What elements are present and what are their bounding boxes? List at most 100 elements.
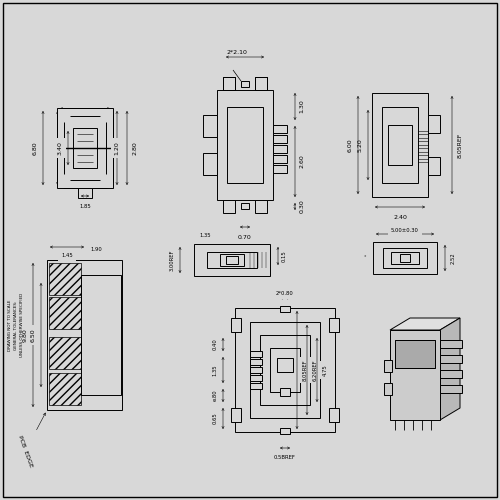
Bar: [203, 153, 217, 175]
Bar: [87, 287, 105, 299]
Bar: [273, 165, 287, 173]
Bar: [277, 358, 293, 372]
Bar: [270, 348, 300, 392]
Bar: [428, 115, 440, 133]
Bar: [241, 203, 249, 209]
Text: DRAWING NOT TO SCALE: DRAWING NOT TO SCALE: [8, 299, 12, 351]
Text: °: °: [364, 256, 366, 260]
Polygon shape: [390, 318, 460, 330]
Bar: [260, 335, 310, 405]
Text: 0.70: 0.70: [238, 235, 252, 240]
Text: 0.15: 0.15: [282, 250, 286, 262]
Bar: [235, 308, 335, 432]
Bar: [250, 367, 262, 373]
Bar: [250, 359, 262, 365]
Text: 2.60: 2.60: [300, 154, 304, 168]
Bar: [207, 252, 257, 268]
Bar: [255, 200, 267, 213]
Bar: [73, 128, 97, 168]
Bar: [255, 77, 267, 90]
Bar: [383, 248, 427, 268]
Text: 6.00: 6.00: [348, 138, 352, 152]
Text: 1.45: 1.45: [61, 253, 73, 258]
Text: PCB  EDGE: PCB EDGE: [17, 413, 46, 469]
Text: 3.00REF: 3.00REF: [170, 249, 174, 271]
Bar: [49, 297, 81, 329]
Bar: [226, 256, 238, 264]
Bar: [273, 145, 287, 153]
Text: 6.50: 6.50: [30, 328, 36, 342]
Bar: [231, 408, 241, 422]
Text: 5.20: 5.20: [358, 138, 362, 152]
Text: 0.5BREF: 0.5BREF: [274, 455, 296, 460]
Bar: [273, 125, 287, 133]
Bar: [227, 107, 263, 183]
Text: 2.80: 2.80: [132, 141, 138, 155]
Bar: [250, 383, 262, 389]
Bar: [220, 254, 244, 266]
Bar: [241, 81, 249, 87]
Bar: [280, 428, 290, 434]
Bar: [384, 360, 392, 372]
Bar: [49, 337, 81, 369]
Bar: [440, 385, 462, 393]
Bar: [47, 260, 122, 410]
Text: UNLESS OTHERWISE SPECIFIED: UNLESS OTHERWISE SPECIFIED: [20, 293, 24, 357]
Bar: [428, 157, 440, 175]
Bar: [280, 388, 290, 396]
Text: 2.52: 2.52: [450, 252, 456, 264]
Bar: [81, 275, 121, 395]
Bar: [203, 115, 217, 137]
Text: 1.35: 1.35: [212, 364, 218, 376]
Text: 4.75: 4.75: [322, 364, 328, 376]
Text: e.80: e.80: [212, 390, 218, 402]
Bar: [87, 303, 105, 315]
Bar: [373, 242, 437, 274]
Text: 6.20REF: 6.20REF: [312, 359, 318, 381]
Text: 9.80: 9.80: [22, 328, 28, 342]
Polygon shape: [440, 318, 460, 420]
Bar: [395, 340, 435, 368]
Bar: [440, 340, 462, 348]
Bar: [329, 318, 339, 332]
Text: 0.65: 0.65: [212, 412, 218, 424]
Text: 2.40: 2.40: [393, 215, 407, 220]
Text: 1.85: 1.85: [79, 204, 91, 209]
Bar: [57, 108, 113, 188]
Text: 5.00±0.30: 5.00±0.30: [391, 228, 419, 233]
Bar: [273, 135, 287, 143]
Text: 1.20: 1.20: [114, 141, 119, 155]
Bar: [250, 375, 262, 381]
Text: 8.05REF: 8.05REF: [302, 359, 308, 381]
Bar: [217, 90, 273, 200]
Bar: [390, 330, 440, 420]
Bar: [273, 155, 287, 163]
Bar: [223, 200, 235, 213]
Text: 0.30: 0.30: [300, 200, 304, 213]
Text: GENERAL TOLERANCES:: GENERAL TOLERANCES:: [14, 300, 18, 350]
Text: 2*0.80: 2*0.80: [276, 291, 294, 296]
Text: 1.90: 1.90: [90, 247, 102, 252]
Text: 1.30: 1.30: [300, 100, 304, 114]
Bar: [391, 252, 419, 264]
Bar: [329, 408, 339, 422]
Bar: [78, 188, 92, 198]
Text: 6.80: 6.80: [32, 141, 38, 155]
Bar: [440, 355, 462, 363]
Bar: [280, 306, 290, 312]
Bar: [250, 351, 262, 357]
Bar: [372, 93, 428, 197]
Text: 1.35: 1.35: [200, 233, 211, 238]
Bar: [440, 370, 462, 378]
Bar: [49, 263, 81, 295]
Bar: [384, 383, 392, 395]
Bar: [87, 319, 105, 331]
Bar: [223, 77, 235, 90]
Bar: [194, 244, 270, 276]
Text: 0.40: 0.40: [212, 338, 218, 350]
Bar: [231, 318, 241, 332]
Bar: [250, 322, 320, 418]
Bar: [382, 107, 418, 183]
Bar: [87, 351, 105, 363]
Bar: [87, 335, 105, 347]
